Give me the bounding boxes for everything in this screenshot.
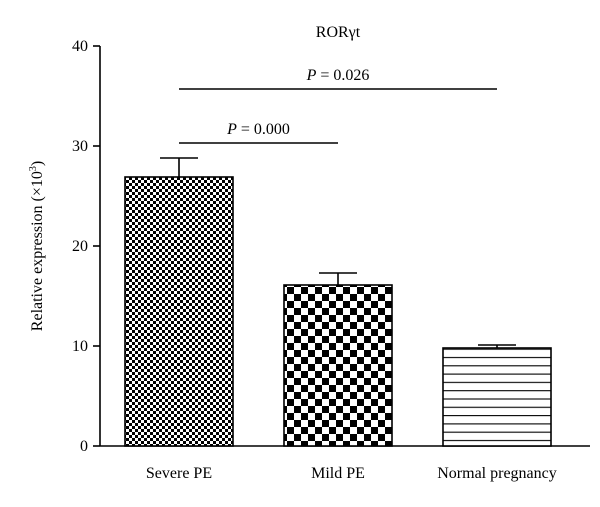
x-tick-label: Normal pregnancy <box>437 465 557 482</box>
bar-severe-pe <box>124 176 234 447</box>
y-tick-label: 0 <box>80 438 88 455</box>
y-axis-label-close: ) <box>29 161 46 166</box>
p-symbol: P <box>306 67 317 84</box>
bar-mild-pe <box>283 284 393 447</box>
bar-normal-pregnancy <box>442 347 552 447</box>
chart-title: RORγt <box>316 24 361 41</box>
y-axis-label-exponent: 3 <box>28 166 39 171</box>
p-value: = 0.000 <box>237 121 290 138</box>
p-value: = 0.026 <box>316 67 369 84</box>
y-axis-label: Relative expression (×103) <box>28 161 46 331</box>
y-tick-label: 30 <box>72 138 88 155</box>
chart-marks: 0 10 20 30 40 Severe PE Mild PE Normal pregnanc… <box>72 38 590 482</box>
significance-label: P = 0.000 <box>226 121 290 138</box>
y-tick-label: 10 <box>72 338 88 355</box>
x-tick-label: Severe PE <box>146 465 212 482</box>
p-symbol: P <box>226 121 237 138</box>
y-tick-label: 20 <box>72 238 88 255</box>
x-tick-label: Mild PE <box>311 465 365 482</box>
y-tick-label: 40 <box>72 38 88 55</box>
y-axis-label-main: Relative expression (×10 <box>29 171 46 331</box>
significance-label: P = 0.026 <box>306 67 370 84</box>
